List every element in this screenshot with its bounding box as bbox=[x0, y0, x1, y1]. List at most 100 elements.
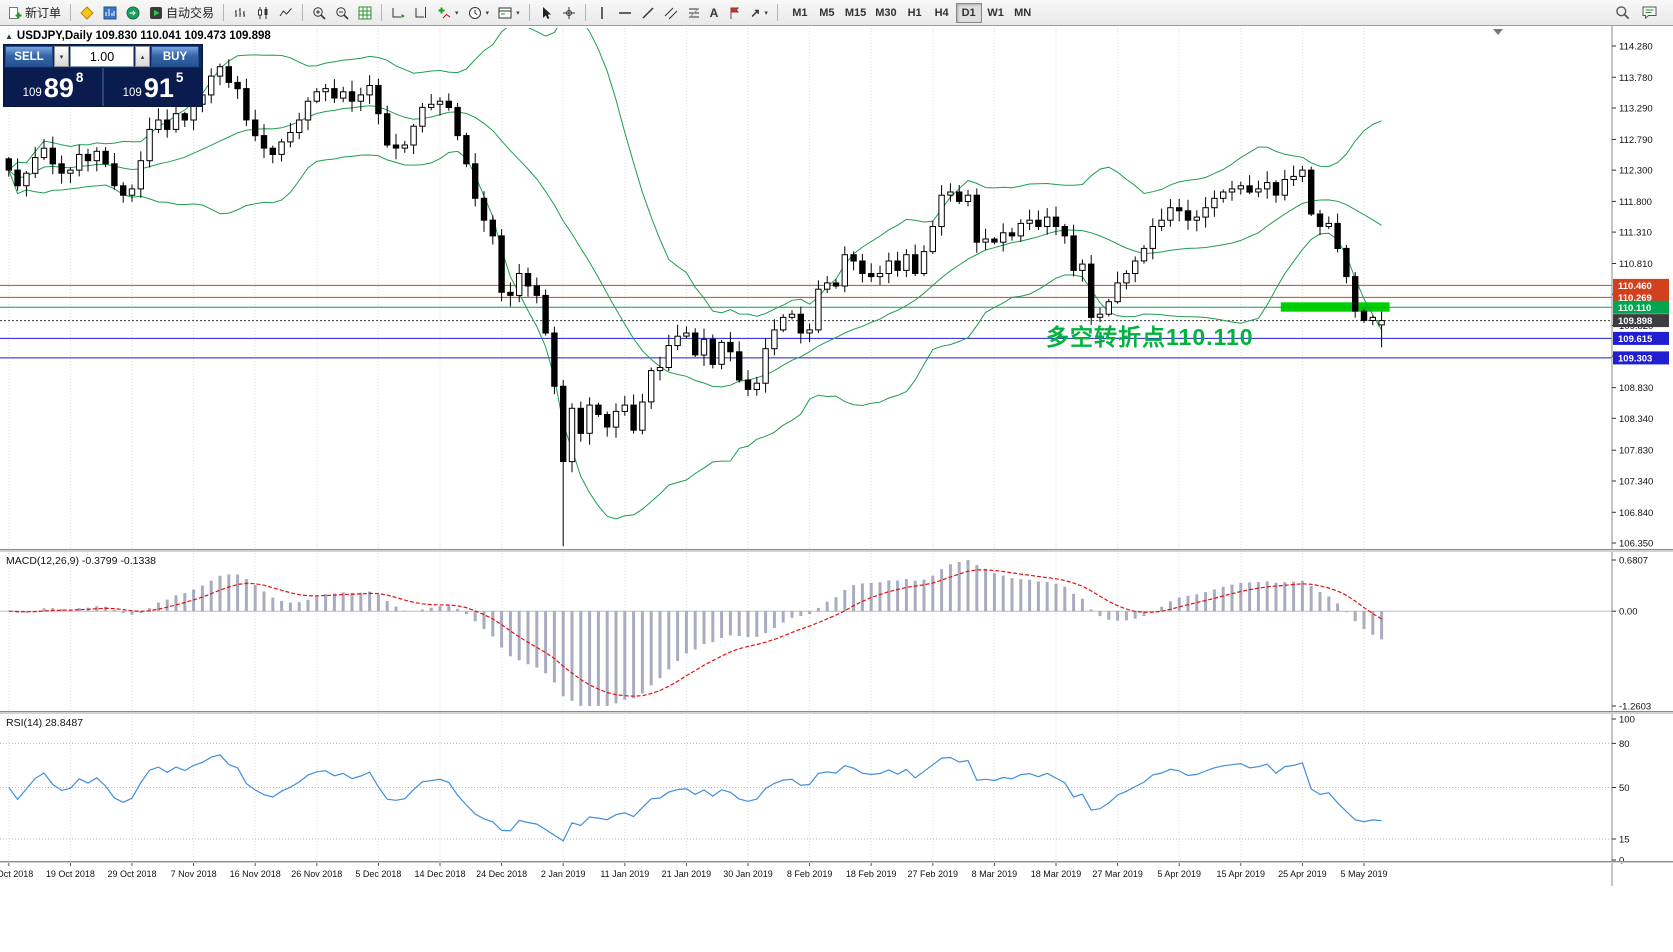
chart-shift-icon bbox=[414, 6, 428, 20]
panel-separator[interactable] bbox=[0, 549, 1673, 552]
channel-tool[interactable] bbox=[660, 2, 682, 23]
text-tool[interactable]: A bbox=[706, 2, 723, 23]
trendline-tool[interactable] bbox=[637, 2, 659, 23]
svg-text:24 Dec 2018: 24 Dec 2018 bbox=[476, 869, 527, 879]
autotrading-label: 自动交易 bbox=[166, 6, 215, 20]
svg-text:80: 80 bbox=[1619, 739, 1630, 750]
fibonacci-tool[interactable] bbox=[683, 2, 705, 23]
clock-icon bbox=[468, 6, 482, 20]
sell-button[interactable]: SELL bbox=[5, 46, 53, 67]
navigator-icon bbox=[126, 6, 140, 20]
sell-options-caret[interactable]: ▾ bbox=[54, 46, 69, 67]
horizontal-levels bbox=[0, 284, 1612, 359]
autotrading-button[interactable]: 自动交易 bbox=[145, 2, 218, 23]
profiles-button[interactable] bbox=[76, 2, 98, 23]
periods-button[interactable]: ▾ bbox=[464, 2, 494, 23]
line-chart-button[interactable] bbox=[275, 2, 297, 23]
candlestick-chart-button[interactable] bbox=[252, 2, 274, 23]
fibonacci-icon bbox=[687, 6, 701, 20]
chat-button[interactable] bbox=[1638, 2, 1661, 23]
label-tool[interactable] bbox=[723, 2, 745, 23]
svg-text:5 May 2019: 5 May 2019 bbox=[1340, 869, 1387, 879]
svg-text:18 Mar 2019: 18 Mar 2019 bbox=[1031, 869, 1082, 879]
zoom-in-button[interactable] bbox=[308, 2, 330, 23]
candlestick-chart-icon bbox=[256, 6, 270, 20]
timeframe-group: M1 M5 M15 M30 H1 H4 D1 W1 MN bbox=[787, 2, 1036, 23]
indicators-button[interactable]: ▾ bbox=[433, 2, 463, 23]
cursor-button[interactable] bbox=[535, 2, 557, 23]
bar-chart-button[interactable] bbox=[229, 2, 251, 23]
chart-shift-button[interactable] bbox=[410, 2, 432, 23]
new-order-icon bbox=[8, 6, 22, 20]
templates-button[interactable]: ▾ bbox=[494, 2, 524, 23]
crosshair-button[interactable] bbox=[558, 2, 580, 23]
panel-separator[interactable] bbox=[0, 711, 1673, 714]
svg-text:106.350: 106.350 bbox=[1619, 539, 1653, 550]
zoom-in-icon bbox=[312, 6, 326, 20]
svg-text:10 Oct 2018: 10 Oct 2018 bbox=[0, 869, 33, 879]
svg-text:107.340: 107.340 bbox=[1619, 477, 1653, 488]
navigator-button[interactable] bbox=[122, 2, 144, 23]
svg-text:11 Jan 2019: 11 Jan 2019 bbox=[600, 869, 649, 879]
timeframe-button-h4[interactable]: H4 bbox=[929, 3, 955, 23]
toolbar-right-group bbox=[1611, 2, 1661, 23]
svg-text:25 Apr 2019: 25 Apr 2019 bbox=[1278, 869, 1327, 879]
line-chart-icon bbox=[279, 6, 293, 20]
separator bbox=[776, 4, 778, 21]
new-order-button[interactable]: 新订单 bbox=[4, 2, 65, 23]
svg-text:-1.2603: -1.2603 bbox=[1619, 702, 1651, 713]
toolbar: 新订单 自动交易 bbox=[0, 0, 1673, 26]
bid-prefix: 109 bbox=[22, 87, 42, 99]
macd-signal-line bbox=[8, 569, 1382, 697]
dropdown-caret-icon: ▾ bbox=[516, 9, 520, 17]
chart-annotation: 多空转折点110.110 bbox=[1046, 324, 1254, 350]
dropdown-caret-icon: ▾ bbox=[764, 9, 768, 17]
bid-price[interactable]: 109 89 8 bbox=[4, 68, 102, 106]
svg-text:110.460: 110.460 bbox=[1618, 281, 1652, 292]
search-button[interactable] bbox=[1611, 2, 1634, 23]
timeframe-button-h1[interactable]: H1 bbox=[902, 3, 928, 23]
horizontal-line-icon bbox=[618, 6, 632, 20]
auto-scroll-button[interactable] bbox=[387, 2, 409, 23]
timeframe-button-d1[interactable]: D1 bbox=[955, 2, 982, 23]
one-click-toggle-icon[interactable]: ▲ bbox=[5, 31, 13, 41]
timeframe-button-mn[interactable]: MN bbox=[1010, 3, 1036, 23]
dropdown-caret-icon: ▾ bbox=[485, 9, 490, 17]
svg-text:15 Apr 2019: 15 Apr 2019 bbox=[1217, 869, 1266, 879]
separator bbox=[223, 4, 225, 21]
svg-text:112.300: 112.300 bbox=[1619, 166, 1653, 177]
channel-icon bbox=[664, 6, 678, 20]
zoom-out-button[interactable] bbox=[331, 2, 353, 23]
timeframe-button-m30[interactable]: M30 bbox=[871, 3, 900, 23]
market-watch-button[interactable] bbox=[99, 2, 121, 23]
lot-up-caret[interactable]: ▴ bbox=[135, 46, 150, 67]
timeframe-button-m15[interactable]: M15 bbox=[841, 3, 870, 23]
svg-text:113.780: 113.780 bbox=[1619, 73, 1653, 84]
ask-price[interactable]: 109 91 5 bbox=[104, 68, 202, 106]
timeframe-button-m5[interactable]: M5 bbox=[814, 3, 840, 23]
svg-text:18 Feb 2019: 18 Feb 2019 bbox=[846, 869, 897, 879]
lot-size-input[interactable] bbox=[70, 46, 134, 67]
candlestick-series bbox=[5, 59, 1385, 547]
svg-text:111.310: 111.310 bbox=[1619, 228, 1652, 239]
timeframe-button-w1[interactable]: W1 bbox=[983, 3, 1009, 23]
macd-histogram bbox=[16, 560, 1384, 706]
price-scale[interactable]: 114.280 113.780 113.290 112.790 112.300 111.8… bbox=[1611, 26, 1673, 952]
buy-button[interactable]: BUY bbox=[151, 46, 199, 67]
timeframe-button-m1[interactable]: M1 bbox=[787, 3, 813, 23]
cursor-icon bbox=[539, 6, 553, 20]
arrows-tool[interactable]: ↗ ▾ bbox=[746, 2, 772, 23]
svg-text:26 Nov 2018: 26 Nov 2018 bbox=[291, 869, 342, 879]
time-axis: 10 Oct 2018 19 Oct 2018 29 Oct 2018 7 Nov 2… bbox=[0, 863, 1388, 879]
chart-shift-marker bbox=[1493, 29, 1503, 35]
horizontal-line-tool[interactable] bbox=[614, 2, 636, 23]
rsi-line bbox=[8, 754, 1382, 842]
svg-text:21 Jan 2019: 21 Jan 2019 bbox=[662, 869, 712, 879]
price-display: 109 89 8 109 91 5 bbox=[4, 68, 202, 106]
autotrading-icon bbox=[149, 6, 163, 20]
vertical-line-tool[interactable] bbox=[591, 2, 613, 23]
grid-button[interactable] bbox=[354, 2, 376, 23]
